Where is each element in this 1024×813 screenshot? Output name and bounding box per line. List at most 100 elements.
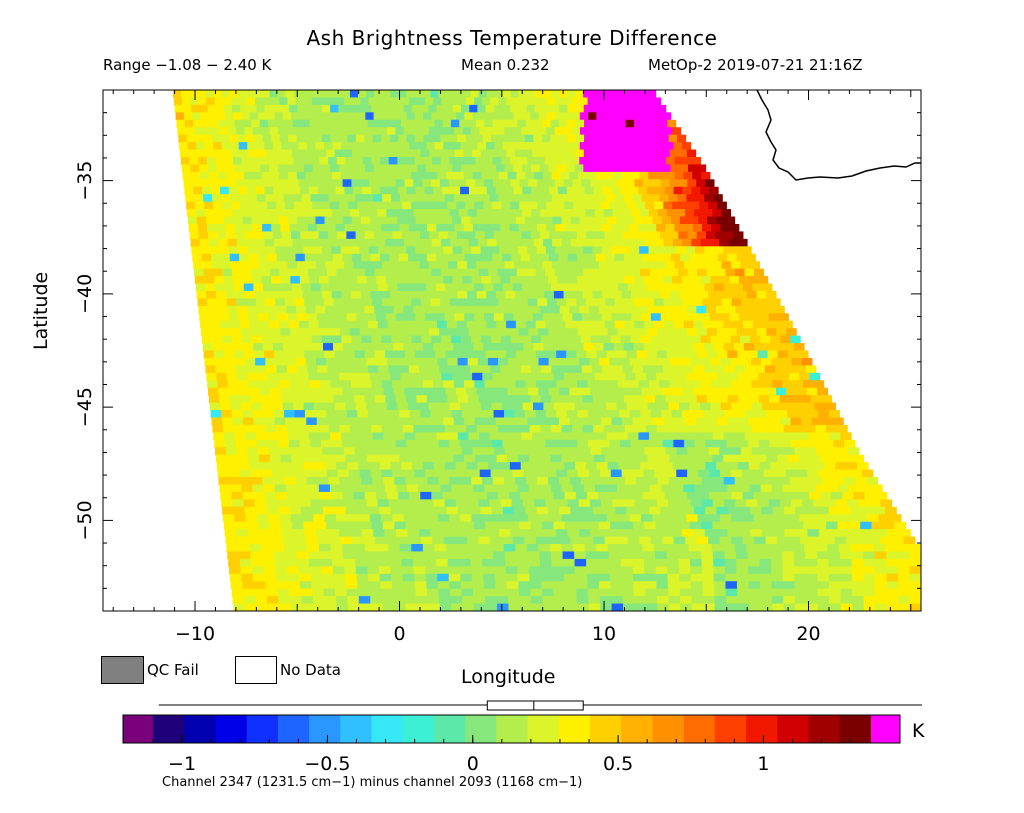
heatmap-cell — [804, 402, 816, 411]
heatmap-cell — [565, 164, 576, 173]
heatmap-cell — [347, 365, 359, 374]
heatmap-cell — [703, 603, 716, 611]
heatmap-cell — [669, 179, 680, 188]
heatmap-cell — [375, 201, 385, 210]
heatmap-cell — [509, 462, 522, 471]
heatmap-cell — [348, 320, 359, 329]
heatmap-cell — [534, 171, 544, 180]
heatmap-cell — [367, 454, 379, 463]
heatmap-cell — [489, 432, 501, 441]
heatmap-cell — [682, 142, 692, 151]
heatmap-cell — [531, 603, 544, 611]
heatmap-cell — [371, 156, 381, 166]
heatmap-cell — [612, 365, 624, 374]
heatmap-cell — [731, 491, 744, 500]
heatmap-cell — [753, 343, 765, 352]
heatmap-cell — [676, 447, 688, 456]
heatmap-cell — [657, 477, 670, 486]
heatmap-cell — [229, 90, 238, 99]
heatmap-cell — [820, 454, 832, 463]
heatmap-cell — [685, 209, 695, 218]
heatmap-cell — [464, 283, 475, 292]
heatmap-cell — [501, 253, 512, 262]
heatmap-cell — [833, 439, 845, 448]
heatmap-cell — [346, 104, 356, 113]
heatmap-cell — [586, 350, 598, 359]
heatmap-cell — [466, 156, 476, 166]
heatmap-cell — [338, 238, 349, 247]
heatmap-cell — [630, 335, 642, 344]
heatmap-cell — [502, 506, 515, 515]
heatmap-cell — [333, 179, 344, 188]
heatmap-cell — [231, 491, 244, 500]
heatmap-cell — [460, 186, 470, 195]
heatmap-cell — [586, 558, 599, 567]
heatmap-cell — [423, 156, 433, 166]
heatmap-cell — [698, 491, 710, 500]
heatmap-cell — [468, 328, 480, 337]
heatmap-cell — [275, 246, 286, 255]
heatmap-cell — [435, 506, 448, 515]
heatmap-cell — [736, 573, 749, 582]
heatmap-cell — [805, 573, 818, 582]
heatmap-cell — [602, 365, 613, 374]
heatmap-cell — [618, 462, 630, 471]
heatmap-cell — [755, 454, 767, 463]
heatmap-cell — [646, 477, 659, 486]
heatmap-cell — [423, 424, 436, 433]
heatmap-cell — [316, 529, 329, 538]
heatmap-cell — [319, 127, 329, 136]
heatmap-cell — [896, 544, 909, 553]
heatmap-cell — [530, 305, 541, 314]
heatmap-cell — [429, 484, 441, 493]
heatmap-cell — [644, 395, 656, 404]
heatmap-cell — [727, 372, 739, 381]
heatmap-cell — [492, 119, 502, 128]
heatmap-cell — [489, 499, 502, 508]
heatmap-cell — [299, 573, 312, 582]
heatmap-cell — [222, 417, 234, 426]
heatmap-cell — [482, 477, 494, 486]
heatmap-cell — [315, 216, 326, 225]
heatmap-cell — [712, 454, 724, 463]
heatmap-cell — [548, 276, 559, 285]
heatmap-cell — [482, 97, 491, 106]
heatmap-cell — [362, 432, 374, 441]
heatmap-cell — [806, 506, 819, 515]
heatmap-cell — [292, 119, 302, 128]
heatmap-cell — [509, 119, 519, 128]
heatmap-cell — [182, 171, 192, 180]
heatmap-cell — [514, 97, 524, 106]
heatmap-cell — [633, 119, 643, 128]
heatmap-cell — [484, 484, 497, 493]
heatmap-cell — [524, 134, 534, 143]
heatmap-cell — [406, 395, 418, 404]
heatmap-cell — [385, 439, 397, 448]
heatmap-cell — [741, 424, 753, 433]
heatmap-cell — [370, 596, 383, 605]
heatmap-cell — [528, 566, 542, 575]
heatmap-cell — [411, 417, 423, 426]
heatmap-cell — [754, 365, 766, 374]
heatmap-cell — [226, 171, 236, 180]
heatmap-cell — [286, 209, 297, 218]
heatmap-cell — [703, 596, 716, 605]
heatmap-cell — [234, 514, 247, 523]
heatmap-cell — [226, 298, 237, 307]
heatmap-cell — [299, 112, 309, 121]
heatmap-cell — [203, 268, 214, 277]
heatmap-cell — [315, 357, 327, 366]
heatmap-cell — [579, 142, 589, 151]
heatmap-cell — [486, 290, 497, 299]
heatmap-cell — [656, 223, 666, 233]
heatmap-cell — [431, 179, 441, 188]
heatmap-cell — [414, 112, 424, 121]
heatmap-cell — [205, 209, 215, 218]
heatmap-cell — [726, 462, 739, 471]
heatmap-cell — [481, 551, 494, 560]
heatmap-cell — [271, 536, 284, 545]
heatmap-cell — [546, 201, 556, 210]
heatmap-cell — [366, 313, 377, 322]
heatmap-cell — [266, 112, 276, 121]
heatmap-cell — [366, 558, 379, 567]
